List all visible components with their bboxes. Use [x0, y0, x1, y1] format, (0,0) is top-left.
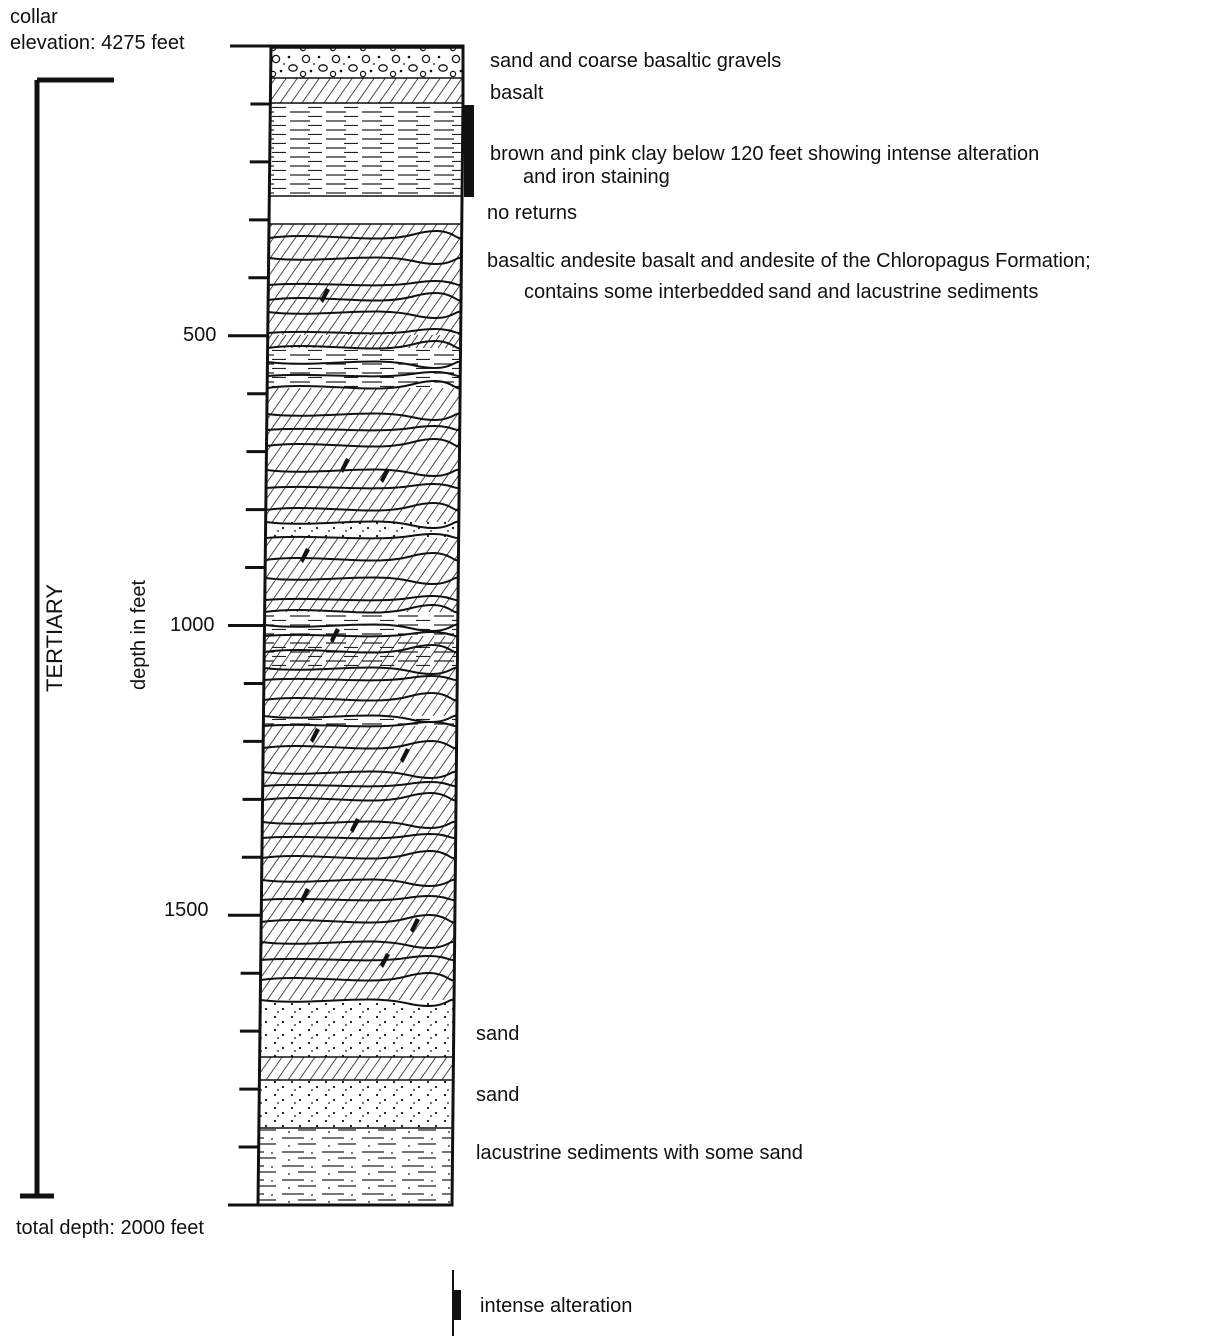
- unit-label-sand-upper: sand: [476, 1023, 520, 1045]
- layer-boundary: [266, 412, 461, 421]
- layer-boundary: [262, 781, 457, 788]
- layer-boundary: [268, 292, 462, 302]
- layer-boundary: [268, 230, 463, 240]
- layer-boundary: [265, 520, 460, 529]
- layer-boundary: [267, 371, 461, 378]
- unit-label-basalt: basalt: [490, 82, 544, 104]
- layer-boundary: [260, 998, 455, 1007]
- layer-boundary: [268, 256, 462, 265]
- layer-boundary: [264, 595, 459, 602]
- intense-alteration-bar: [464, 105, 474, 197]
- layer-boundary: [263, 675, 458, 682]
- layer-boundary: [267, 380, 461, 390]
- basalt-streak: [300, 548, 310, 563]
- layer-clay: [269, 103, 463, 196]
- legend-label-intense-alteration: intense alteration: [480, 1295, 633, 1317]
- unit-label-lacustrine: lacustrine sediments with some sand: [476, 1142, 803, 1164]
- unit-label-clay-line1: brown and pink clay below 120 feet showi…: [490, 143, 1040, 165]
- layer-boundary: [265, 502, 460, 512]
- layer-boundary: [261, 878, 456, 887]
- collar-label: collar: [10, 6, 58, 28]
- unit-label-sand-gravels: sand and coarse basaltic gravels: [490, 50, 782, 72]
- layer-boundary: [263, 714, 458, 723]
- layer-boundary: [264, 604, 459, 614]
- basalt-streak: [400, 748, 410, 763]
- layer-boundary: [261, 895, 456, 902]
- layer-andesite-3: [266, 425, 460, 470]
- depth-tick-label-1500: 1500: [164, 899, 209, 921]
- basalt-streak: [310, 728, 320, 743]
- layer-boundary: [263, 721, 458, 728]
- layer-boundary: [263, 666, 458, 675]
- layer-andesite-7: [263, 680, 458, 716]
- layer-boundary: [260, 972, 455, 982]
- layer-sand-2: [258, 1080, 454, 1128]
- layer-boundary: [264, 644, 458, 654]
- legend-alteration-symbol: [453, 1290, 461, 1320]
- layer-boundary: [267, 328, 461, 335]
- layer-boundary: [262, 770, 457, 779]
- layer-sand-gravels: [270, 48, 463, 78]
- unit-label-sand-lower: sand: [476, 1084, 520, 1106]
- layer-basalt-bottom: [259, 1057, 454, 1080]
- unit-label-clay-line2: and iron staining: [523, 166, 670, 188]
- layer-basalt-top: [270, 78, 463, 103]
- layer-boundary: [260, 940, 455, 949]
- layer-boundary: [262, 820, 457, 829]
- column-outline: [256, 44, 465, 1207]
- depth-tick-label-500: 500: [183, 324, 217, 346]
- layer-andesite-4: [265, 470, 460, 522]
- layer-boundary: [267, 310, 462, 319]
- layer-boundary: [265, 552, 459, 562]
- layer-boundary: [267, 340, 461, 350]
- depth-tick-label-1000: 1000: [170, 614, 215, 636]
- basalt-streak: [380, 468, 390, 483]
- layer-boundary: [262, 740, 457, 750]
- layer-sand-1: [259, 1000, 455, 1057]
- unit-label-chloropagus-line2: contains some interbedded sand and lacus…: [524, 281, 1039, 303]
- basalt-streak: [410, 918, 420, 933]
- layer-boundary: [267, 360, 461, 369]
- basalt-streak: [340, 458, 350, 473]
- layer-boundary: [261, 850, 456, 860]
- unit-label-chloropagus-line1: basaltic andesite basalt and andesite of…: [487, 250, 1091, 272]
- layer-boundary: [261, 914, 456, 924]
- layer-boundary: [265, 533, 459, 540]
- layer-boundary: [264, 631, 458, 638]
- layer-boundary: [260, 955, 455, 962]
- collar-elevation-label: elevation: 4275 feet: [10, 32, 185, 54]
- layer-sediment-3: [264, 640, 458, 668]
- layer-lacustrine: [258, 1128, 453, 1205]
- layer-boundary: [266, 438, 460, 448]
- layer-boundary: [262, 833, 456, 840]
- layer-boundary: [268, 280, 462, 287]
- layer-andesite-8: [260, 726, 457, 1000]
- unit-label-no-returns: no returns: [487, 202, 578, 224]
- layer-sediment-1: [267, 348, 461, 388]
- layer-boundary: [264, 623, 459, 632]
- layer-andesite-1: [267, 224, 462, 335]
- layer-boundary: [262, 792, 457, 802]
- layer-boundary: [265, 483, 460, 490]
- layer-boundary: [263, 692, 458, 702]
- layer-boundary: [266, 468, 460, 477]
- layer-boundary: [266, 425, 460, 432]
- layer-boundary: [264, 576, 459, 585]
- total-depth-label: total depth: 2000 feet: [16, 1217, 204, 1239]
